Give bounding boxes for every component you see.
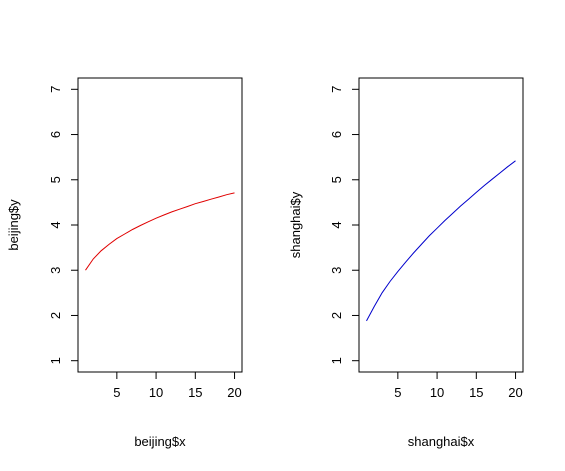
panel-2-x-tick-label: 10	[430, 385, 444, 400]
panel-2-y-tick-label: 2	[329, 312, 344, 319]
panel-1-x-tick-label: 5	[113, 385, 120, 400]
panel-1-y-tick-label: 1	[48, 357, 63, 364]
panel-2-series-line-1	[366, 160, 516, 322]
panel-1-y-tick-label: 2	[48, 312, 63, 319]
panel-1-x-tick-label: 10	[149, 385, 163, 400]
panel-2-x-tick-label: 15	[469, 385, 483, 400]
panel-2-x-axis-title: shanghai$x	[408, 434, 475, 449]
panel-2-y-tick-label: 7	[329, 86, 344, 93]
panel-2-y-tick-label: 4	[329, 221, 344, 228]
panel-1-y-tick-label: 7	[48, 86, 63, 93]
panel-1-series-line-1	[85, 192, 235, 271]
panel-2-y-tick-label: 3	[329, 267, 344, 274]
panel-1-y-tick-label: 5	[48, 176, 63, 183]
panel-2-y-tick-label: 6	[329, 131, 344, 138]
panel-1-x-axis-title: beijing$x	[134, 434, 186, 449]
panel-2-y-tick-label: 1	[329, 357, 344, 364]
panel-2-x-tick-label: 20	[508, 385, 522, 400]
panel-2-x-tick-label: 5	[394, 385, 401, 400]
panel-1-y-axis-title: beijing$y	[6, 199, 21, 251]
panel-1-plot-frame	[77, 77, 243, 373]
panel-2-y-axis-title: shanghai$y	[288, 191, 303, 258]
panel-1-y-tick-label: 6	[48, 131, 63, 138]
panel-1-y-tick-label: 4	[48, 221, 63, 228]
panel-1-y-tick-label: 3	[48, 267, 63, 274]
panel-1-x-tick-label: 15	[188, 385, 202, 400]
panel-2-y-tick-label: 5	[329, 176, 344, 183]
panel-1-x-tick-label: 20	[227, 385, 241, 400]
